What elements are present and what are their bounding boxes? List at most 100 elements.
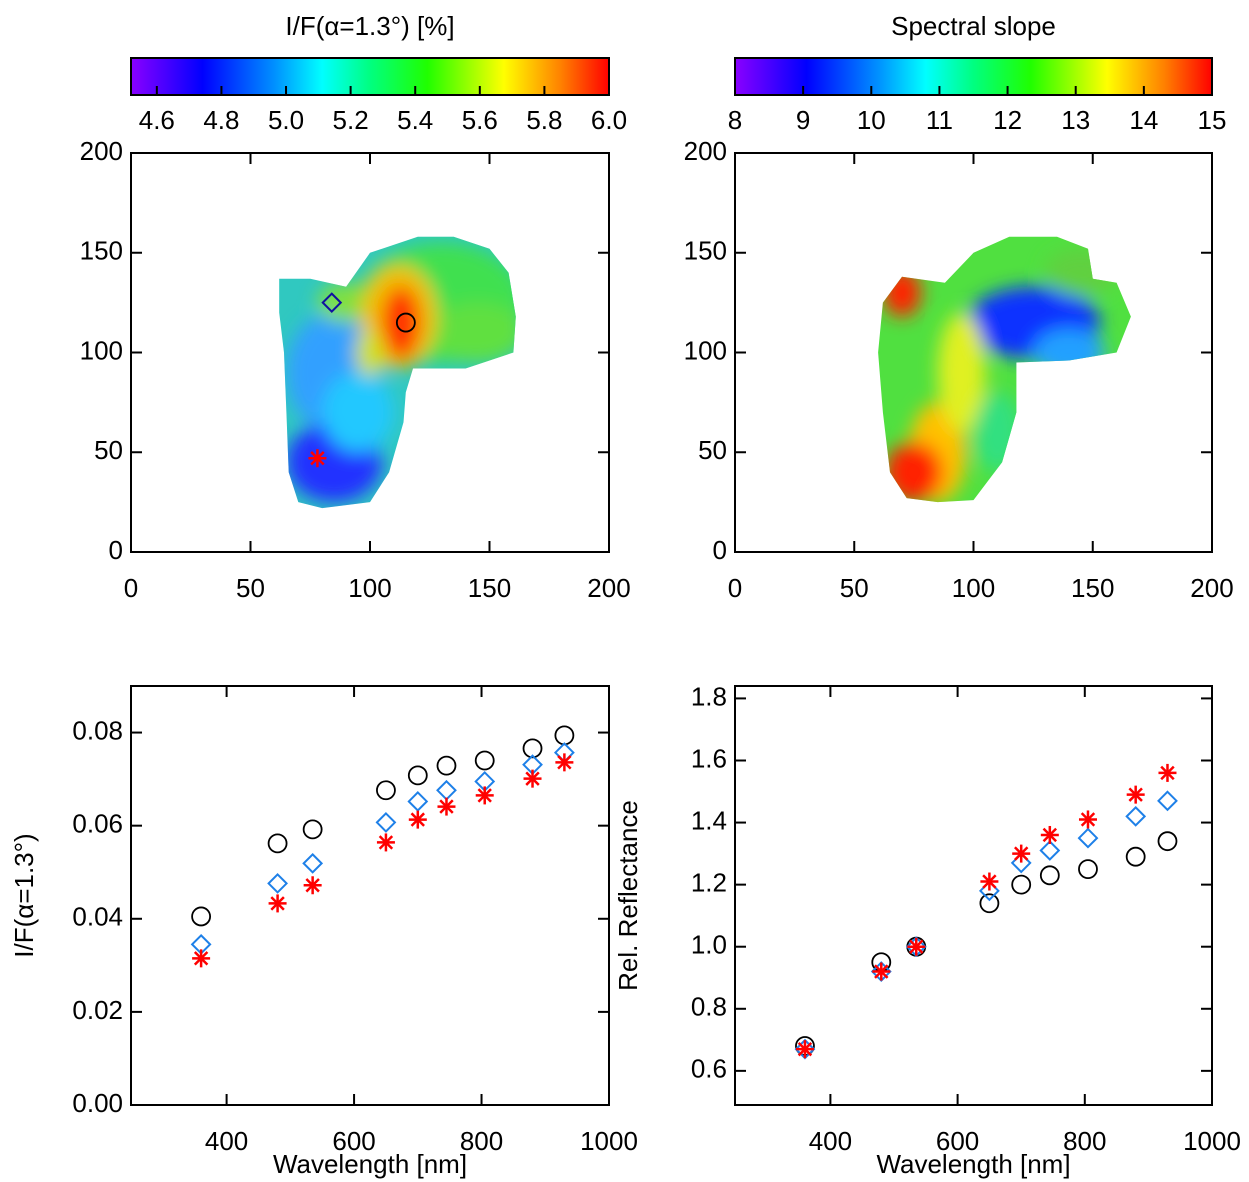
y-tick-label: 1.4	[691, 805, 727, 835]
image-shading	[286, 242, 516, 503]
image-patch	[322, 372, 394, 453]
asterisk-marker	[1012, 844, 1031, 863]
asterisk-marker	[308, 449, 327, 468]
colorbar-tick-label: 9	[796, 105, 810, 135]
asterisk-marker	[475, 786, 494, 805]
diamond-marker	[1125, 805, 1147, 827]
y-tick-label: 0.04	[72, 902, 123, 932]
asterisk-marker	[1126, 785, 1145, 804]
colorbar-title: Spectral slope	[891, 11, 1056, 41]
asterisk-stroke	[410, 812, 425, 827]
image-patch	[1044, 248, 1117, 297]
circle-marker	[395, 312, 416, 333]
x-tick-label: 150	[468, 573, 511, 603]
image-patch	[1033, 328, 1105, 377]
asterisk-marker	[1078, 810, 1097, 829]
x-axis-label: Wavelength [nm]	[876, 1149, 1070, 1179]
colorbar	[734, 57, 1213, 96]
asterisk-marker	[437, 797, 456, 816]
asterisk-stroke	[310, 451, 325, 466]
diamond-marker	[302, 852, 324, 874]
image-shading	[882, 248, 1117, 503]
asterisk-stroke	[982, 874, 997, 889]
x-tick-label: 600	[936, 1126, 979, 1156]
asterisk-stroke	[439, 799, 454, 814]
asterisk-stroke	[378, 835, 394, 850]
asterisk-marker	[795, 1040, 814, 1059]
asterisk-stroke	[1042, 827, 1058, 843]
circle-marker	[474, 750, 495, 771]
asterisk-stroke	[1080, 812, 1096, 827]
asterisk-stroke	[193, 951, 209, 966]
circle-marker	[302, 819, 323, 840]
circle-marker	[407, 765, 428, 786]
circle-marker	[376, 780, 396, 801]
y-tick-label: 0.02	[72, 995, 123, 1025]
colorbar-tick-label: 15	[1198, 105, 1227, 135]
y-tick-label: 0.00	[72, 1088, 123, 1118]
y-tick-label: 1.8	[691, 681, 727, 711]
colorbar-tick-label: 12	[993, 105, 1022, 135]
asterisk-marker	[1040, 825, 1059, 844]
x-tick-label: 400	[205, 1126, 248, 1156]
panel: Wavelength [nm] Rel. Reflectance 400 600 800…	[613, 681, 1241, 1179]
asterisk-stroke	[874, 964, 889, 979]
x-tick-label: 1000	[580, 1126, 638, 1156]
image-patch	[882, 268, 922, 317]
plot-frame	[734, 685, 1213, 1106]
colorbar-tick-label: 5.0	[268, 105, 304, 135]
y-tick-label: 50	[94, 435, 123, 465]
y-tick-label: 150	[80, 236, 123, 266]
colorbar-tick-label: 10	[857, 105, 886, 135]
image-patch	[381, 286, 421, 359]
y-tick-label: 100	[80, 335, 123, 365]
x-tick-label: 1000	[1183, 1126, 1241, 1156]
asterisk-stroke	[1128, 787, 1143, 802]
y-tick-label: 50	[698, 435, 727, 465]
y-tick-label: 1.6	[691, 743, 727, 773]
asterisk-stroke	[909, 939, 924, 954]
asterisk-stroke	[1014, 846, 1029, 861]
asterisk-marker	[555, 753, 574, 772]
colorbar-tick-label: 4.6	[139, 105, 175, 135]
asterisk-stroke	[477, 788, 492, 803]
x-tick-label: 100	[952, 573, 995, 603]
colorbar-tick-label: 13	[1061, 105, 1090, 135]
y-axis-label: Rel. Reflectance	[613, 800, 643, 991]
y-tick-label: 0.08	[72, 715, 123, 745]
asterisk-marker	[303, 876, 322, 895]
y-tick-label: 0.6	[691, 1054, 727, 1084]
x-axis-label: Wavelength [nm]	[273, 1149, 467, 1179]
x-tick-label: 200	[587, 573, 630, 603]
colorbar-tick-label: 5.4	[397, 105, 433, 135]
colorbar-tick-label: 14	[1129, 105, 1158, 135]
panel: Wavelength [nm] I/F(α=1.3°) 400 600 800 1000 0…	[9, 685, 638, 1179]
y-tick-label: 0.06	[72, 809, 123, 839]
x-tick-label: 50	[840, 573, 869, 603]
asterisk-marker	[192, 949, 211, 968]
circle-marker	[522, 738, 543, 759]
diamond-marker	[1039, 840, 1061, 861]
asterisk-stroke	[797, 1041, 813, 1057]
asterisk-stroke	[525, 771, 540, 786]
asterisk-marker	[523, 769, 542, 788]
plot-frame	[130, 685, 610, 1106]
asterisk-marker	[376, 833, 395, 852]
circle-marker	[436, 755, 457, 776]
colorbar-tick-label: 8	[728, 105, 742, 135]
y-tick-label: 200	[684, 136, 727, 166]
colorbar-title: I/F(α=1.3°) [%]	[285, 11, 454, 41]
circle-marker	[191, 906, 212, 927]
diamond-marker	[436, 779, 457, 801]
image-patch	[885, 442, 943, 503]
nucleus-image	[878, 236, 1131, 503]
asterisk-marker	[907, 937, 926, 956]
x-tick-label: 800	[460, 1126, 503, 1156]
asterisk-marker	[408, 810, 427, 829]
colorbar-tick-label: 5.8	[526, 105, 562, 135]
colorbar-tick-label: 5.6	[462, 105, 498, 135]
x-tick-label: 150	[1071, 573, 1114, 603]
x-tick-label: 100	[348, 573, 391, 603]
diamond-marker	[267, 872, 289, 894]
diamond-marker	[1077, 827, 1099, 849]
